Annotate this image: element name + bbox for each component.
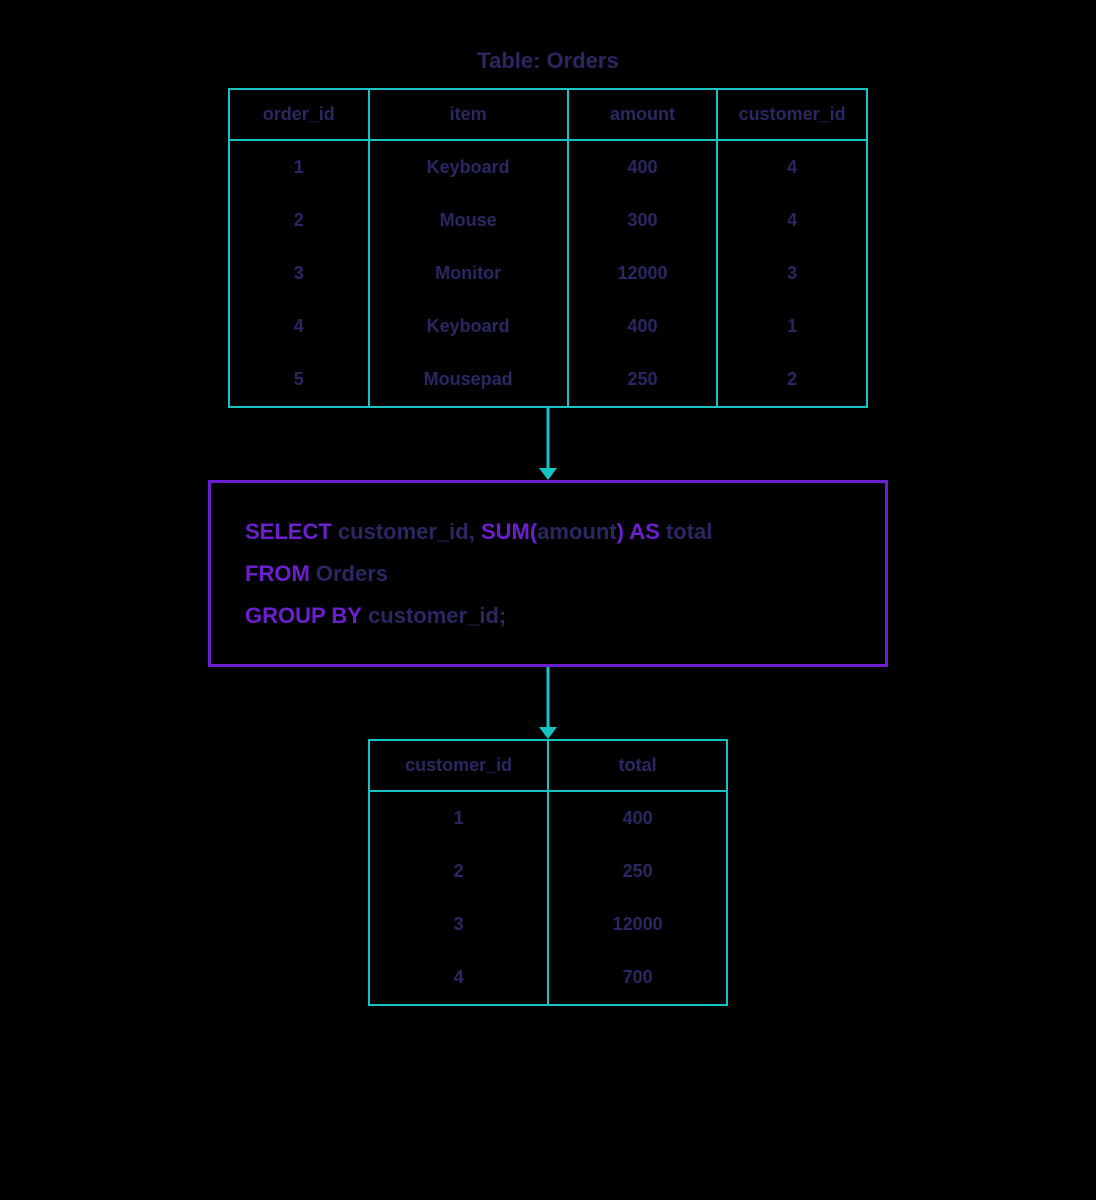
table-cell: 3 [229, 247, 369, 300]
table-row: 4Keyboard4001 [229, 300, 867, 353]
sql-keyword: FROM [245, 561, 310, 586]
table-cell: 400 [568, 140, 717, 194]
sql-text: total [660, 519, 713, 544]
table-cell: 1 [369, 791, 548, 845]
input-table-title: Table: Orders [477, 48, 618, 74]
table-cell: 2 [369, 845, 548, 898]
table-cell: Keyboard [369, 300, 568, 353]
orders-column-header: item [369, 89, 568, 140]
sql-text: customer_id; [362, 603, 506, 628]
table-cell: 2 [717, 353, 867, 407]
table-cell: 12000 [548, 898, 727, 951]
arrow-down-2 [533, 667, 563, 739]
sql-keyword: ) AS [617, 519, 660, 544]
table-cell: 2 [229, 194, 369, 247]
sql-query-box: SELECT customer_id, SUM(amount) AS total… [208, 480, 888, 667]
table-row: 2250 [369, 845, 727, 898]
table-cell: 1 [229, 140, 369, 194]
result-table: customer_idtotal 140022503120004700 [368, 739, 728, 1006]
table-row: 4700 [369, 951, 727, 1005]
sql-text: amount [537, 519, 616, 544]
table-cell: 400 [568, 300, 717, 353]
sql-keyword: GROUP BY [245, 603, 362, 628]
orders-column-header: customer_id [717, 89, 867, 140]
table-cell: 4 [717, 194, 867, 247]
table-cell: Mousepad [369, 353, 568, 407]
table-cell: 3 [717, 247, 867, 300]
table-cell: 250 [548, 845, 727, 898]
orders-column-header: order_id [229, 89, 369, 140]
table-cell: 1 [717, 300, 867, 353]
table-cell: Keyboard [369, 140, 568, 194]
sql-keyword: SELECT [245, 519, 332, 544]
result-column-header: total [548, 740, 727, 791]
table-cell: 3 [369, 898, 548, 951]
table-cell: 250 [568, 353, 717, 407]
table-cell: Mouse [369, 194, 568, 247]
table-cell: 4 [369, 951, 548, 1005]
sql-text: Orders [310, 561, 388, 586]
table-row: 3Monitor120003 [229, 247, 867, 300]
result-column-header: customer_id [369, 740, 548, 791]
table-cell: 700 [548, 951, 727, 1005]
table-cell: 12000 [568, 247, 717, 300]
table-row: 312000 [369, 898, 727, 951]
arrow-down-1 [533, 408, 563, 480]
orders-table: order_iditemamountcustomer_id 1Keyboard4… [228, 88, 868, 408]
table-cell: 4 [229, 300, 369, 353]
table-row: 1400 [369, 791, 727, 845]
table-row: 5Mousepad2502 [229, 353, 867, 407]
table-row: 1Keyboard4004 [229, 140, 867, 194]
table-cell: 5 [229, 353, 369, 407]
table-cell: 300 [568, 194, 717, 247]
table-cell: 4 [717, 140, 867, 194]
orders-column-header: amount [568, 89, 717, 140]
sql-text: customer_id, [332, 519, 481, 544]
table-cell: 400 [548, 791, 727, 845]
table-cell: Monitor [369, 247, 568, 300]
table-row: 2Mouse3004 [229, 194, 867, 247]
sql-keyword: SUM( [481, 519, 537, 544]
